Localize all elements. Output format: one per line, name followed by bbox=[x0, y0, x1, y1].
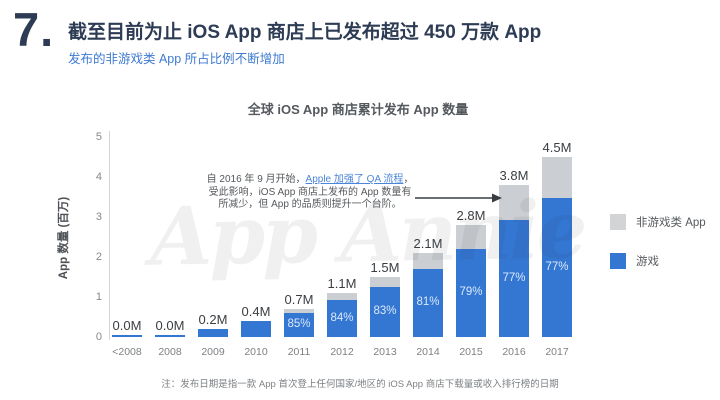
bar-pct-label-2015: 79% bbox=[459, 286, 483, 298]
bar-game-segment-2008 bbox=[155, 335, 185, 337]
annotation-text: 自 2016 年 9 月开始， bbox=[206, 174, 306, 185]
bar-game-segment-2012 bbox=[327, 300, 357, 337]
bar-total-label-2011: 0.7M bbox=[284, 292, 314, 307]
bar-game-segment-2010 bbox=[241, 321, 271, 337]
legend-swatch-1 bbox=[610, 253, 626, 269]
chart-title: 全球 iOS App 商店累计发布 App 数量 bbox=[247, 102, 469, 117]
legend-swatch-0 bbox=[610, 214, 626, 230]
y-axis-tick-2: 2 bbox=[95, 251, 102, 263]
bar-nongame-segment-2012 bbox=[327, 293, 357, 300]
bar-total-label-2015: 2.8M bbox=[456, 208, 486, 223]
bar-game-segment-2017 bbox=[542, 198, 572, 337]
bar-total-label-2016: 3.8M bbox=[499, 168, 529, 183]
bar-game-segment-<2008 bbox=[112, 335, 142, 337]
bar-total-label-2017: 4.5M bbox=[542, 140, 572, 155]
bar-game-segment-2009 bbox=[198, 329, 228, 337]
qa-process-link[interactable]: Apple 加强了 QA 流程 bbox=[305, 174, 404, 185]
x-axis-label-2014: 2014 bbox=[416, 346, 440, 358]
page-title: 截至目前为止 iOS App 商店上已发布超过 450 万款 App bbox=[68, 22, 542, 43]
bar-game-segment-2016 bbox=[499, 220, 529, 337]
y-axis-tick-0: 0 bbox=[95, 331, 102, 343]
x-axis-label-2017: 2017 bbox=[545, 346, 569, 358]
page-subtitle: 发布的非游戏类 App 所占比例不断增加 bbox=[68, 52, 285, 66]
x-axis-label-2010: 2010 bbox=[244, 346, 268, 358]
y-axis-line bbox=[109, 131, 110, 340]
bar-nongame-segment-2015 bbox=[456, 225, 486, 249]
bar-game-segment-2015 bbox=[456, 249, 486, 337]
legend-label-1: 游戏 bbox=[636, 256, 659, 268]
y-axis-tick-3: 3 bbox=[95, 211, 102, 223]
bar-total-label-2010: 0.4M bbox=[241, 304, 271, 319]
bar-total-label-2013: 1.5M bbox=[370, 260, 400, 275]
annotation-arrow-icon bbox=[415, 193, 502, 203]
chart-footnote: 注：发布日期是指一款 App 首次登上任何国家/地区的 iOS App 商店下载… bbox=[161, 379, 559, 390]
bar-nongame-segment-2016 bbox=[499, 185, 529, 220]
bar-pct-label-2013: 83% bbox=[373, 305, 397, 317]
bar-total-label-2008: 0.0M bbox=[155, 318, 185, 333]
bar-pct-label-2017: 77% bbox=[545, 260, 569, 273]
bar-pct-label-2012: 84% bbox=[330, 311, 354, 324]
x-axis-label-2016: 2016 bbox=[502, 346, 526, 358]
bar-pct-label-2011: 85% bbox=[287, 318, 311, 330]
legend-label-0: 非游戏类 App bbox=[636, 217, 706, 229]
legend-item-1: 游戏 bbox=[610, 253, 706, 269]
y-axis-tick-1: 1 bbox=[95, 291, 102, 303]
bar-total-label-<2008: 0.0M bbox=[112, 318, 142, 333]
chart-legend: 非游戏类 App 游戏 bbox=[610, 214, 706, 292]
x-axis-label-2012: 2012 bbox=[330, 346, 354, 358]
y-axis-label: App 数量 (百万) bbox=[58, 196, 70, 280]
x-axis-label-2011: 2011 bbox=[287, 346, 311, 358]
bar-total-label-2009: 0.2M bbox=[198, 312, 228, 327]
bar-game-segment-2013 bbox=[370, 287, 400, 337]
x-axis-label-2009: 2009 bbox=[201, 346, 225, 358]
slide-number: 7. bbox=[13, 3, 55, 56]
x-axis-label-2013: 2013 bbox=[373, 346, 397, 358]
bar-nongame-segment-2017 bbox=[542, 157, 572, 198]
bar-nongame-segment-2014 bbox=[413, 253, 443, 269]
y-axis-tick-4: 4 bbox=[95, 171, 102, 183]
bar-total-label-2012: 1.1M bbox=[327, 276, 357, 291]
x-axis-label-<2008: <2008 bbox=[112, 346, 142, 358]
bar-pct-label-2016: 77% bbox=[502, 271, 526, 284]
bar-nongame-segment-2011 bbox=[284, 309, 314, 313]
bar-game-segment-2011 bbox=[284, 313, 314, 337]
annotation: 自 2016 年 9 月开始，Apple 加强了 QA 流程， 受此影响，iOS … bbox=[206, 174, 414, 211]
bar-pct-label-2014: 81% bbox=[416, 296, 440, 308]
y-axis-tick-5: 5 bbox=[95, 131, 102, 143]
legend-item-0: 非游戏类 App bbox=[610, 214, 706, 230]
bar-game-segment-2014 bbox=[413, 269, 443, 337]
x-axis-label-2015: 2015 bbox=[459, 346, 483, 358]
bar-total-label-2014: 2.1M bbox=[413, 236, 443, 251]
bar-nongame-segment-2013 bbox=[370, 277, 400, 287]
x-axis-label-2008: 2008 bbox=[158, 346, 182, 358]
